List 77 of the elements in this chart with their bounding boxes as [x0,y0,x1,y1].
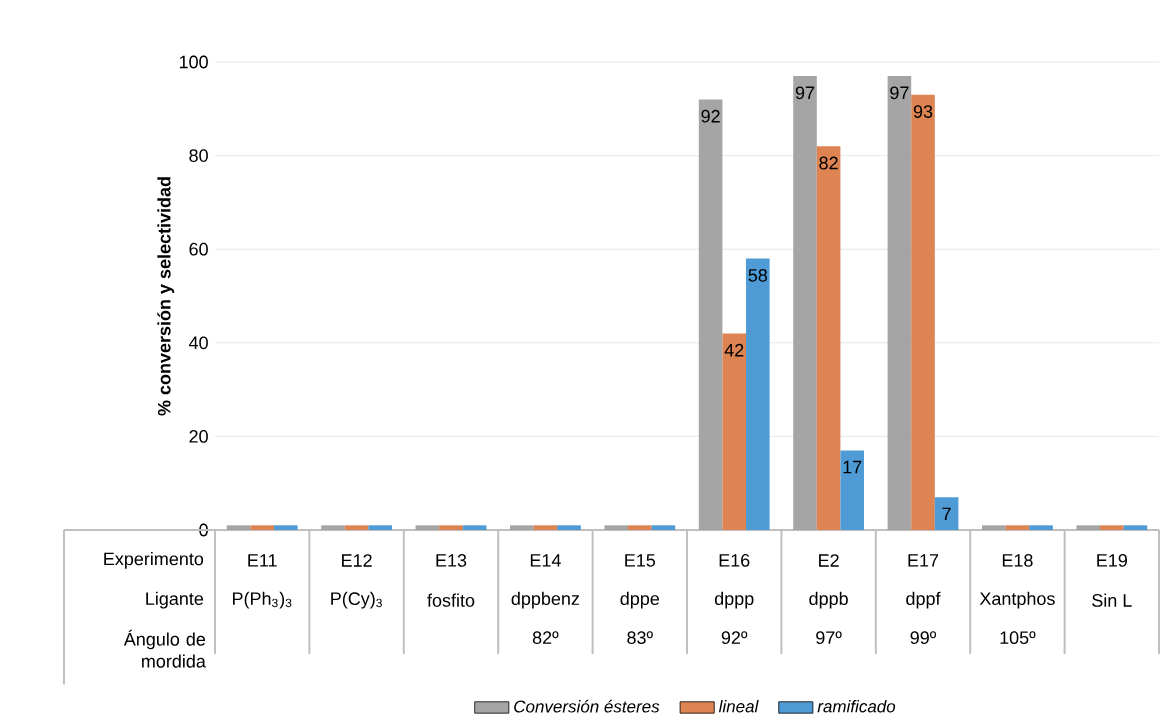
x-tick-label: E16 [719,554,750,567]
data-label: 97 [795,86,815,100]
bar [274,525,298,530]
x-tick-label: E12 [342,554,372,567]
text: 97º [816,631,842,645]
bar [1100,525,1124,530]
bar [722,333,747,530]
text: 105º [1000,631,1036,645]
bar [793,76,817,530]
x-tick-label: E17 [908,554,939,567]
data-label: 58 [748,268,768,282]
text: Ligante [146,591,204,609]
bar [368,525,392,530]
data-label: 17 [843,460,862,474]
text: dppbenz [511,591,580,609]
data-label: 92 [701,109,720,123]
text: 92º [721,631,748,645]
bar [1076,525,1101,530]
text: dppb [809,591,848,609]
x-tick-label: E2 [819,554,839,567]
legend-label: ramificado [817,699,896,713]
bar [462,525,487,530]
bar [510,525,534,530]
y-tick-label: 80 [189,149,208,162]
bar [651,525,676,530]
data-label: 7 [942,507,951,521]
x-tick-label: E14 [530,554,561,567]
bar [698,99,723,530]
y-axis-title: % conversión y selectividad [157,177,175,416]
text: 99º [910,631,937,645]
x-tick-label: E15 [625,554,656,567]
x-tick-label: E18 [1002,554,1033,567]
bar [911,94,935,530]
text: P(Cy)$_{3}$ [331,591,382,609]
text: dppe [620,591,660,609]
bar [439,525,463,530]
data-label: 97 [890,86,909,100]
bar [226,525,251,530]
bar [887,76,912,530]
bar [1123,525,1148,530]
text: P(Ph$_{3}$)$_{3}$ [232,591,292,609]
y-tick-label: 40 [188,336,208,350]
bar [415,525,440,530]
text: Ángulo de mordida [123,629,206,668]
data-label: 93 [913,105,933,118]
bar [1005,525,1030,530]
bar [746,258,770,530]
bar [934,497,959,530]
data-label: 42 [724,343,744,357]
text: fosfito [427,593,475,607]
bar [250,525,274,530]
x-tick-label: E11 [248,554,277,567]
text: dppp [714,591,754,609]
bar [321,525,345,530]
y-tick-label: 100 [179,55,208,69]
bar [1029,525,1053,530]
text: 83º [627,631,653,645]
bar [344,525,369,530]
text: Experimento [104,552,204,569]
bar [816,146,841,530]
text: 82º [532,631,559,645]
legend-label: Conversión ésteres [514,699,660,713]
text: Xantphos [979,591,1055,609]
legend-label: lineal [718,699,759,713]
y-tick-label: 60 [189,242,208,256]
bar [557,525,581,530]
bar [533,525,558,530]
x-tick-label: E13 [436,554,467,567]
y-tick-label: 20 [189,430,208,443]
text: dppf [906,591,941,609]
data-label: 82 [819,156,838,170]
bar [628,525,652,530]
bar [840,450,865,530]
x-tick-label: E19 [1097,554,1127,567]
bar [982,525,1006,530]
text: Sin L [1092,593,1132,607]
bar [604,525,629,530]
